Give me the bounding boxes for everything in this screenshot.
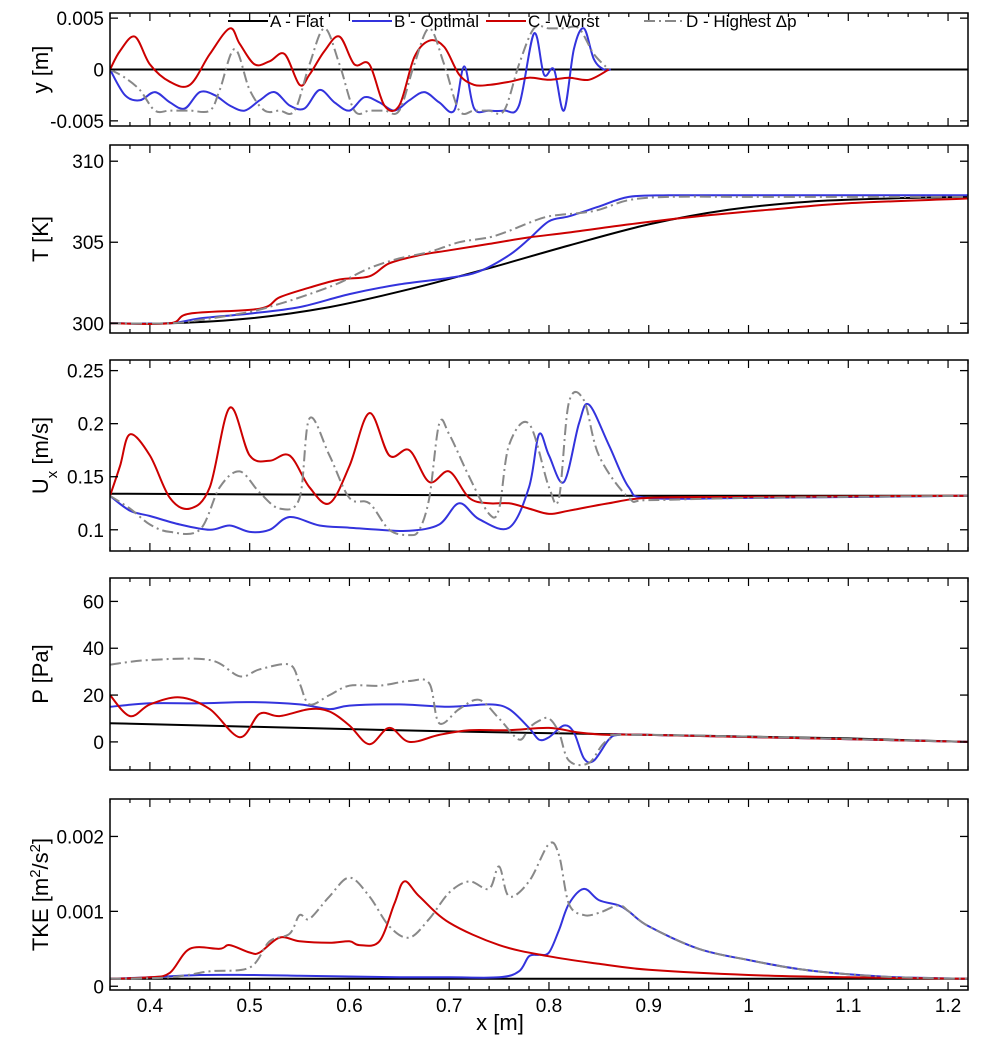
legend: A - Flat B - Optimal C - Worst D - Highest … bbox=[228, 12, 797, 31]
y-tick-label: -0.005 bbox=[50, 112, 104, 133]
panel-2: 300 305 310 T [K] bbox=[28, 144, 969, 335]
series-line-b bbox=[110, 402, 968, 534]
y-tick-label: 0.005 bbox=[56, 9, 104, 30]
plot-frame bbox=[109, 359, 969, 552]
series-line-b bbox=[110, 194, 968, 325]
panel-3: 0.1 0.15 0.2 0.25 Ux [m/s] bbox=[28, 359, 969, 552]
series-line-c bbox=[110, 880, 968, 980]
series-line-d bbox=[110, 195, 968, 325]
y-tick-label: 0.2 bbox=[78, 415, 104, 436]
x-tick-label: 0.6 bbox=[336, 996, 362, 1017]
x-tick-label: 1 bbox=[743, 996, 754, 1017]
x-tick-label: 0.5 bbox=[236, 996, 262, 1017]
plot-frame bbox=[109, 798, 969, 991]
legend-entry: A - Flat bbox=[270, 12, 324, 31]
y-tick-label: 0 bbox=[93, 61, 104, 82]
y-axis-label: TKE [m2/s2] bbox=[27, 838, 54, 951]
legend-entry: B - Optimal bbox=[394, 12, 479, 31]
series-line-b bbox=[110, 887, 968, 980]
y-axis-label: y [m] bbox=[28, 46, 53, 94]
x-axis-label: x [m] bbox=[476, 1010, 524, 1035]
y-axis-label: P [Pa] bbox=[28, 644, 53, 704]
y-tick-label: 0.002 bbox=[56, 827, 104, 848]
y-tick-label: 0 bbox=[93, 733, 104, 754]
panel-1: 0.005 0 -0.005 y [m] A - Flat B - Optimal C - … bbox=[28, 9, 969, 133]
x-tick-label: 0.7 bbox=[436, 996, 462, 1017]
y-tick-label: 0.25 bbox=[67, 362, 104, 383]
x-tick-label: 0.4 bbox=[137, 996, 164, 1017]
legend-entry: C - Worst bbox=[528, 12, 600, 31]
series-line-d bbox=[110, 657, 968, 767]
y-tick-label: 0.1 bbox=[78, 521, 104, 542]
y-tick-label: 40 bbox=[83, 639, 104, 660]
y-tick-label: 310 bbox=[72, 152, 104, 173]
y-axis-label: Ux [m/s] bbox=[28, 417, 61, 494]
series-line-c bbox=[110, 406, 968, 515]
series-line-d bbox=[110, 390, 968, 537]
y-tick-label: 300 bbox=[72, 314, 104, 335]
x-tick-label: 0.9 bbox=[636, 996, 662, 1017]
y-axis-label: T [K] bbox=[28, 216, 53, 262]
y-tick-label: 20 bbox=[83, 686, 104, 707]
series-line-a bbox=[110, 195, 968, 325]
series-line-c bbox=[110, 694, 968, 746]
y-tick-label: 60 bbox=[83, 592, 104, 613]
y-tick-label: 0.001 bbox=[56, 902, 104, 923]
y-tick-label: 305 bbox=[72, 233, 104, 254]
x-tick-label: 1.1 bbox=[835, 996, 861, 1017]
plot-frame bbox=[109, 577, 969, 771]
series-line-c bbox=[110, 27, 610, 113]
legend-entry: D - Highest Δp bbox=[686, 12, 797, 31]
series-line-d bbox=[110, 841, 968, 980]
y-tick-label: 0 bbox=[93, 977, 104, 998]
panel-4: 0 20 40 60 P [Pa] bbox=[28, 577, 969, 771]
x-tick-label: 1.2 bbox=[935, 996, 961, 1017]
series-line-d bbox=[110, 24, 610, 115]
plot-frame bbox=[109, 144, 969, 334]
y-tick-label: 0.15 bbox=[67, 468, 104, 489]
series-line-c bbox=[110, 197, 968, 326]
x-tick-label: 0.8 bbox=[536, 996, 562, 1017]
